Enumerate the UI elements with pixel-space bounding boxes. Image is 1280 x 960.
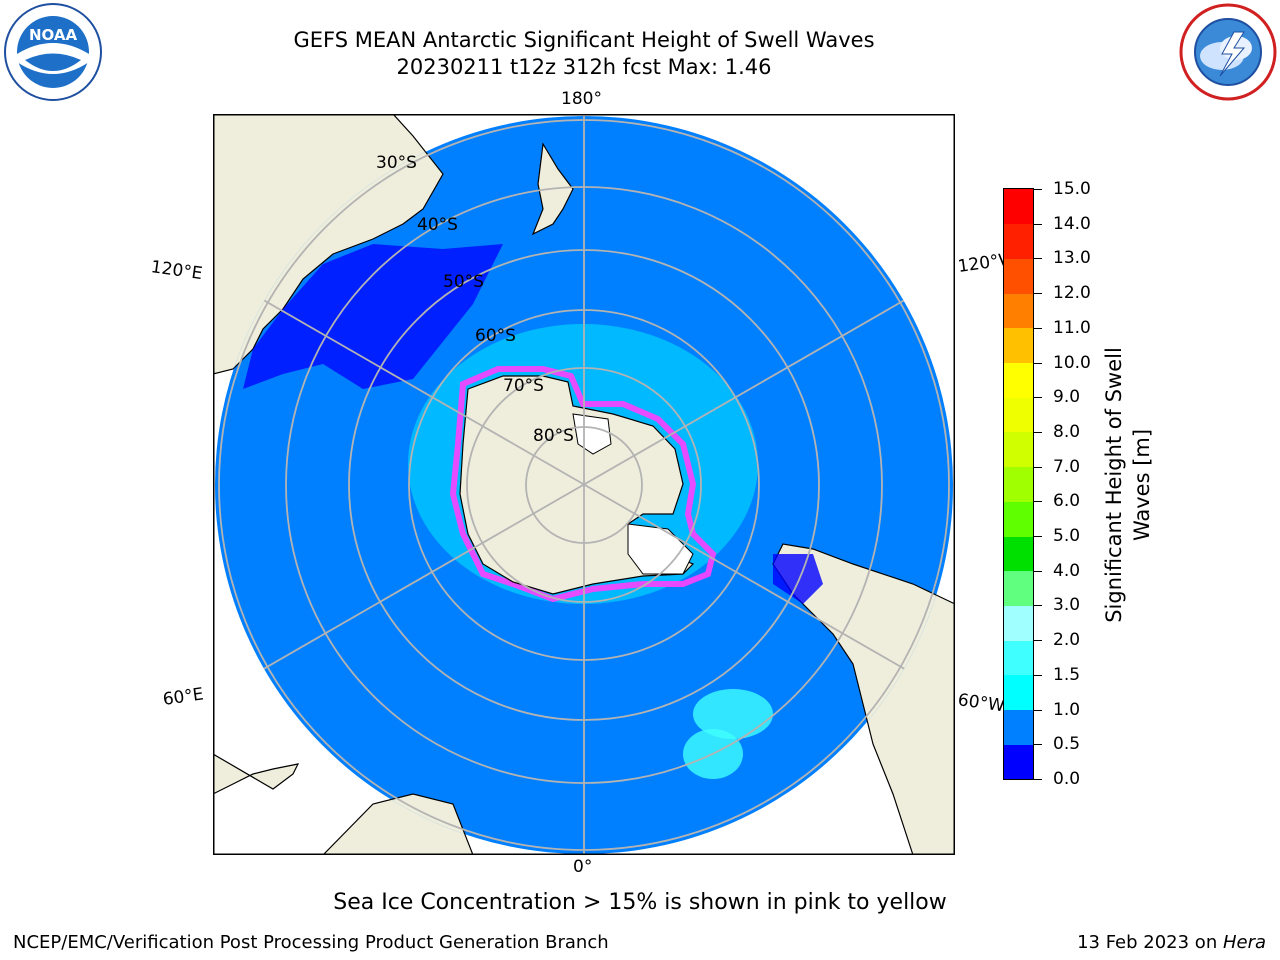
colorbar-tick [1034, 709, 1042, 711]
colorbar-segment [1004, 744, 1033, 780]
map-panel: 30°S 40°S 50°S 60°S 70°S 80°S [213, 114, 955, 859]
colorbar-tick-label: 14.0 [1053, 213, 1091, 234]
colorbar-segment [1004, 293, 1033, 329]
colorbar-tick [1034, 362, 1042, 364]
colorbar-tick [1034, 744, 1042, 746]
colorbar-segment [1004, 674, 1033, 711]
colorbar-tick-label: 6.0 [1053, 491, 1081, 512]
nws-logo [1178, 2, 1278, 106]
longitude-gridlines [215, 116, 953, 854]
colorbar-tick-label: 11.0 [1053, 317, 1091, 338]
map-title: GEFS MEAN Antarctic Significant Height o… [293, 28, 875, 52]
weddell-sea-ice [627, 523, 694, 575]
footer-right: 13 Feb 2023 on Hera [1077, 932, 1266, 953]
lon-label-60w: 60°W [956, 690, 1006, 717]
colorbar-segment [1004, 501, 1033, 537]
colorbar-tick [1034, 605, 1042, 607]
map-subtitle: 20230211 t12z 312h fcst Max: 1.46 [396, 55, 772, 79]
sea-ice-edge [449, 366, 717, 603]
lat-label-50s: 50°S [443, 272, 484, 292]
colorbar-tick-label: 9.0 [1053, 387, 1081, 408]
lat-label-40s: 40°S [417, 215, 458, 235]
colorbar-tick [1034, 501, 1042, 503]
colorbar-tick-label: 12.0 [1053, 283, 1091, 304]
colorbar-tick-label: 1.5 [1053, 664, 1081, 685]
sea-ice-note: Sea Ice Concentration > 15% is shown in … [333, 890, 947, 915]
lon-label-0: 0° [573, 857, 593, 877]
colorbar-tick [1034, 570, 1042, 572]
colorbar-segment [1004, 397, 1033, 433]
colorbar-tick [1034, 640, 1042, 642]
colorbar-tick-label: 15.0 [1053, 179, 1091, 199]
colorbar-segment [1004, 605, 1033, 641]
colorbar-tick-label: 5.0 [1053, 526, 1081, 547]
colorbar-tick [1034, 431, 1042, 433]
colorbar-tick-label: 4.0 [1053, 560, 1081, 581]
colorbar-segment [1004, 223, 1033, 259]
colorbar-label: Significant Height of Swell Waves [m] [1100, 347, 1156, 623]
colorbar-segment [1004, 640, 1033, 676]
colorbar-tick [1034, 466, 1042, 468]
colorbar-segment [1004, 362, 1033, 398]
lat-label-30s: 30°S [376, 153, 417, 173]
lat-label-80s: 80°S [533, 426, 574, 446]
colorbar-tick [1034, 223, 1042, 225]
colorbar-segment [1004, 258, 1033, 294]
colorbar-tick [1034, 536, 1042, 538]
colorbar-tick [1034, 397, 1042, 399]
colorbar-tick [1034, 327, 1042, 329]
colorbar-tick-label: 0.5 [1053, 734, 1081, 755]
colorbar-tick [1034, 779, 1042, 780]
lon-label-180: 180° [561, 89, 602, 109]
footer-left: NCEP/EMC/Verification Post Processing Pr… [13, 932, 609, 953]
colorbar-tick [1034, 293, 1042, 295]
colorbar-tick-label: 3.0 [1053, 595, 1081, 616]
low-swell-region [243, 244, 503, 389]
colorbar-tick [1034, 258, 1042, 260]
colorbar-segment [1004, 536, 1033, 572]
lon-label-120e: 120°E [149, 257, 204, 285]
noaa-logo: NOAA [3, 2, 103, 106]
polar-map: 30°S 40°S 50°S 60°S 70°S 80°S [213, 114, 955, 855]
colorbar-tick-label: 7.0 [1053, 456, 1081, 477]
colorbar-label-line1: Significant Height of Swell [1102, 347, 1126, 623]
colorbar-segment [1004, 327, 1033, 364]
colorbar-tick-label: 1.0 [1053, 699, 1081, 720]
map-frame [213, 114, 955, 855]
lat-label-60s: 60°S [475, 326, 516, 346]
lat-label-70s: 70°S [503, 376, 544, 396]
colorbar [1003, 188, 1034, 780]
colorbar-tick-label: 10.0 [1053, 352, 1091, 373]
colorbar-tick [1034, 189, 1042, 190]
colorbar-segment [1004, 466, 1033, 502]
colorbar-tick-label: 8.0 [1053, 421, 1081, 442]
colorbar-tick [1034, 674, 1042, 676]
colorbar-tick-label: 0.0 [1053, 769, 1081, 789]
ross-ice-shelf [572, 413, 612, 455]
colorbar-label-line2: Waves [m] [1130, 428, 1154, 542]
colorbar-tick-label: 13.0 [1053, 248, 1091, 269]
colorbar-segment [1004, 189, 1033, 225]
colorbar-segment [1004, 570, 1033, 606]
footer-host: Hera [1222, 932, 1266, 953]
colorbar-segment [1004, 431, 1033, 468]
noaa-logo-text: NOAA [29, 26, 78, 44]
colorbar-segment [1004, 709, 1033, 745]
lon-label-60e: 60°E [161, 684, 205, 710]
colorbar-tick-label: 2.0 [1053, 630, 1081, 651]
footer-date: 13 Feb 2023 on [1077, 932, 1223, 953]
